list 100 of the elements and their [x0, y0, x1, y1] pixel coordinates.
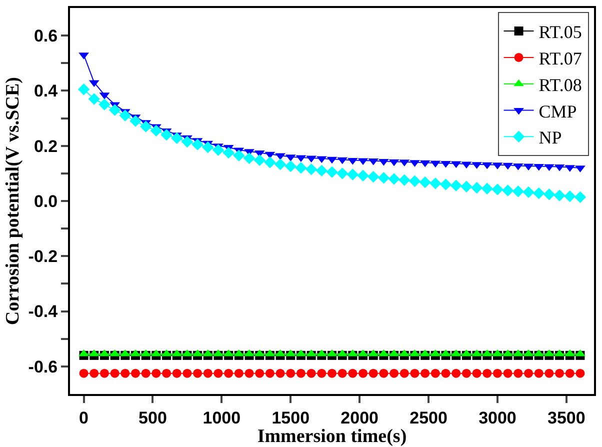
point — [576, 368, 585, 378]
point — [544, 368, 554, 378]
point — [150, 124, 162, 137]
point — [120, 368, 130, 378]
point — [554, 190, 566, 202]
x-tick-label: 500 — [138, 408, 167, 428]
point — [512, 186, 524, 198]
point — [193, 368, 202, 378]
point — [430, 368, 440, 378]
point — [326, 166, 338, 178]
point — [440, 160, 451, 168]
point — [130, 115, 142, 127]
legend-label: RT.05 — [538, 22, 582, 42]
point — [564, 190, 576, 202]
point — [482, 368, 492, 378]
point — [492, 184, 504, 196]
point — [100, 368, 109, 378]
x-tick-label: 0 — [79, 408, 89, 428]
point — [379, 368, 388, 378]
legend-label: RT.07 — [538, 48, 582, 68]
y-tick-label: -0.6 — [28, 357, 58, 376]
point — [388, 173, 400, 185]
point — [78, 83, 90, 96]
y-tick-label: 0.6 — [34, 26, 58, 46]
x-axis-title: Immersion time(s) — [257, 426, 407, 447]
point — [357, 170, 369, 182]
point — [110, 368, 120, 378]
point — [296, 368, 306, 378]
point — [514, 368, 523, 378]
x-tick-label: 1500 — [272, 408, 310, 428]
point — [398, 174, 410, 186]
point — [203, 368, 212, 378]
point — [162, 368, 172, 378]
point — [233, 150, 245, 162]
point — [419, 176, 431, 188]
point — [368, 170, 380, 183]
point — [408, 175, 421, 187]
point — [152, 368, 161, 378]
point — [503, 368, 512, 378]
point — [275, 153, 286, 160]
point — [202, 141, 214, 154]
point — [534, 368, 544, 378]
point — [328, 368, 336, 378]
point — [543, 188, 556, 200]
point — [244, 368, 254, 378]
point — [90, 368, 99, 378]
point — [264, 156, 276, 168]
point — [430, 178, 442, 190]
y-tick-label: 0.4 — [34, 82, 58, 101]
point — [472, 368, 482, 378]
legend-label: RT.08 — [538, 74, 582, 95]
point — [462, 368, 471, 378]
point — [316, 164, 328, 177]
point — [358, 368, 368, 378]
x-tick-label: 3500 — [548, 408, 586, 428]
point — [450, 180, 462, 192]
point — [452, 368, 461, 378]
point — [108, 104, 121, 116]
point — [172, 368, 182, 378]
x-tick-label: 2500 — [410, 408, 448, 428]
point — [440, 178, 452, 190]
point — [171, 132, 183, 144]
legend-label: NP — [538, 128, 562, 148]
point — [524, 368, 533, 378]
point — [286, 368, 296, 378]
point — [160, 128, 172, 141]
point — [214, 368, 223, 378]
point — [276, 368, 285, 378]
point — [243, 152, 256, 164]
point — [224, 368, 234, 378]
point — [79, 368, 88, 378]
point — [274, 158, 286, 170]
point — [522, 186, 534, 198]
point — [306, 368, 316, 378]
point — [181, 136, 194, 148]
point — [368, 368, 378, 378]
point — [460, 180, 472, 193]
point — [182, 368, 192, 378]
point — [565, 368, 574, 378]
point — [284, 160, 296, 172]
point — [140, 120, 152, 132]
point — [348, 368, 358, 378]
x-tick-label: 2000 — [340, 408, 378, 428]
y-tick-label: 0.0 — [34, 192, 58, 211]
point — [234, 368, 244, 378]
point — [255, 368, 264, 378]
point — [338, 368, 347, 378]
point — [305, 163, 318, 176]
point — [88, 93, 100, 105]
point — [410, 368, 420, 378]
point — [336, 168, 348, 180]
point — [532, 187, 545, 200]
point — [192, 138, 204, 150]
y-tick-label: -0.4 — [28, 302, 58, 322]
point — [470, 182, 483, 194]
y-tick-label: -0.2 — [28, 247, 58, 266]
y-axis-title: Corrosion potential(V vs.SCE) — [2, 77, 24, 325]
x-tick-label: 3000 — [478, 408, 516, 428]
legend-label: CMP — [538, 101, 577, 122]
point — [574, 191, 586, 203]
